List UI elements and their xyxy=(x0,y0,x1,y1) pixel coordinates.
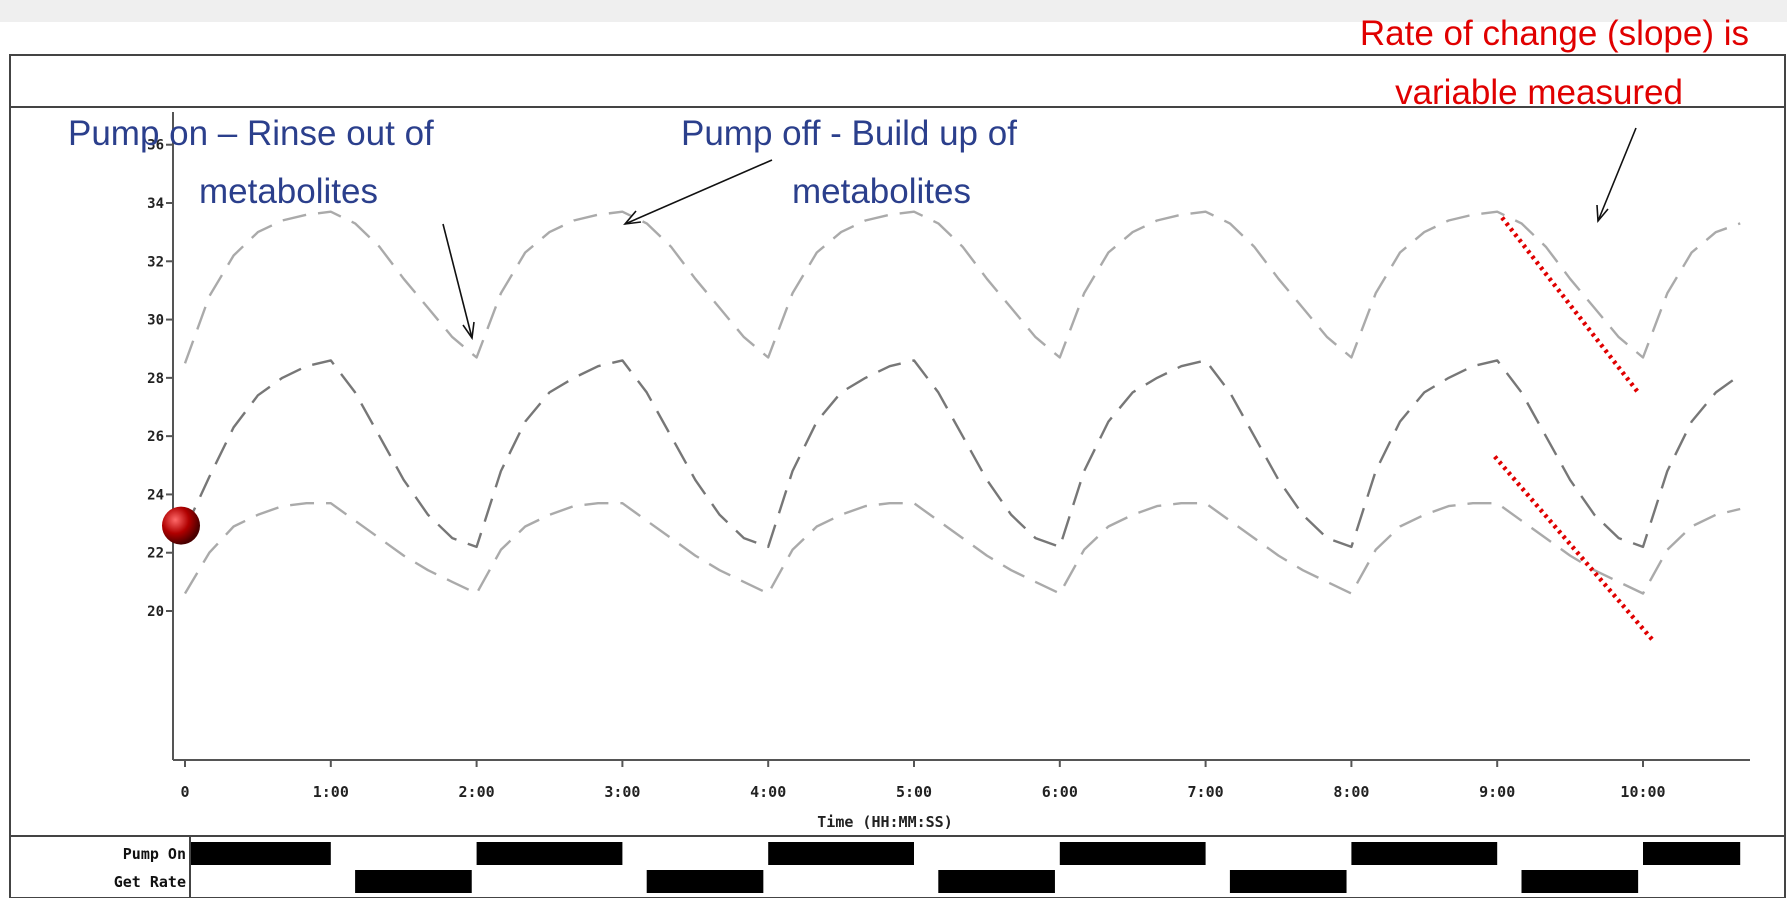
digital-high-segment xyxy=(1229,870,1347,893)
digital-rows: Pump On Get Rate xyxy=(114,842,1741,893)
digital-high-segment xyxy=(355,870,472,893)
pump-on-arrow xyxy=(442,223,473,339)
y-tick-label: 22 xyxy=(147,546,164,562)
slope-arrow xyxy=(1597,127,1637,222)
y-tick-label: 24 xyxy=(147,487,164,503)
y-tick-label: 26 xyxy=(147,429,164,445)
digital-high-segment xyxy=(938,870,1055,893)
x-axis-label: Time (HH:MM:SS) xyxy=(817,813,952,831)
x-tick-label: 4:00 xyxy=(750,783,786,801)
axis-ticks: 20 22 24 26 28 30 32 34 36 0 1:00 2:00 3:00 4:00 5:00 6… xyxy=(147,138,1665,801)
chart-frame xyxy=(9,54,1786,898)
x-tick-label: 6:00 xyxy=(1042,783,1078,801)
y-tick-label: 20 xyxy=(147,604,164,620)
y-tick-label: 36 xyxy=(147,138,164,154)
pump-on-annotation-line2: metabolites xyxy=(199,172,378,211)
y-tick-label: 30 xyxy=(147,313,164,329)
y-tick-label: 28 xyxy=(147,371,164,387)
digital-row-label: Pump On xyxy=(123,845,186,863)
slope-annotation-line2: variable measured xyxy=(1395,73,1683,112)
slope-lines xyxy=(1493,216,1655,642)
x-tick-label: 8:00 xyxy=(1333,783,1369,801)
series-line-1 xyxy=(183,210,1741,364)
digital-high-segment xyxy=(1351,842,1498,865)
annotation-arrows xyxy=(442,127,1637,341)
series-layer xyxy=(183,210,1741,595)
pump-on-annotation-line1: Pump on – Rinse out of xyxy=(68,114,434,153)
pump-off-arrow-head xyxy=(623,210,642,226)
pump-off-arrow xyxy=(624,159,773,225)
slope-annotation-line1: Rate of change (slope) is xyxy=(1360,14,1749,53)
slope-line-2 xyxy=(1493,455,1655,642)
x-tick-label: 0 xyxy=(180,783,189,801)
digital-high-segment xyxy=(191,842,331,865)
pump-off-annotation-line2: metabolites xyxy=(792,172,971,211)
digital-high-segment xyxy=(768,842,914,865)
marker-layer xyxy=(162,506,200,545)
digital-high-segment xyxy=(1059,842,1206,865)
series-line-2 xyxy=(183,359,1741,549)
slope-arrow-head xyxy=(1596,204,1609,224)
digital-high-segment xyxy=(1643,842,1741,865)
y-tick-label: 34 xyxy=(147,196,164,212)
digital-high-segment xyxy=(1521,870,1639,893)
x-tick-label: 7:00 xyxy=(1188,783,1224,801)
x-tick-label: 10:00 xyxy=(1620,783,1665,801)
x-tick-label: 9:00 xyxy=(1479,783,1515,801)
y-tick-label: 32 xyxy=(147,254,164,270)
x-tick-label: 5:00 xyxy=(896,783,932,801)
digital-high-segment xyxy=(646,870,764,893)
pump-off-annotation-line1: Pump off - Build up of xyxy=(681,114,1017,153)
x-tick-label: 2:00 xyxy=(459,783,495,801)
series-line-3 xyxy=(183,502,1741,595)
x-tick-label: 3:00 xyxy=(604,783,640,801)
pump-on-arrow-head xyxy=(462,321,475,341)
slope-line-1 xyxy=(1500,216,1640,394)
x-tick-label: 1:00 xyxy=(313,783,349,801)
top-band xyxy=(0,0,1787,22)
position-marker xyxy=(162,506,200,545)
digital-high-segment xyxy=(476,842,623,865)
digital-row-label: Get Rate xyxy=(114,873,186,891)
